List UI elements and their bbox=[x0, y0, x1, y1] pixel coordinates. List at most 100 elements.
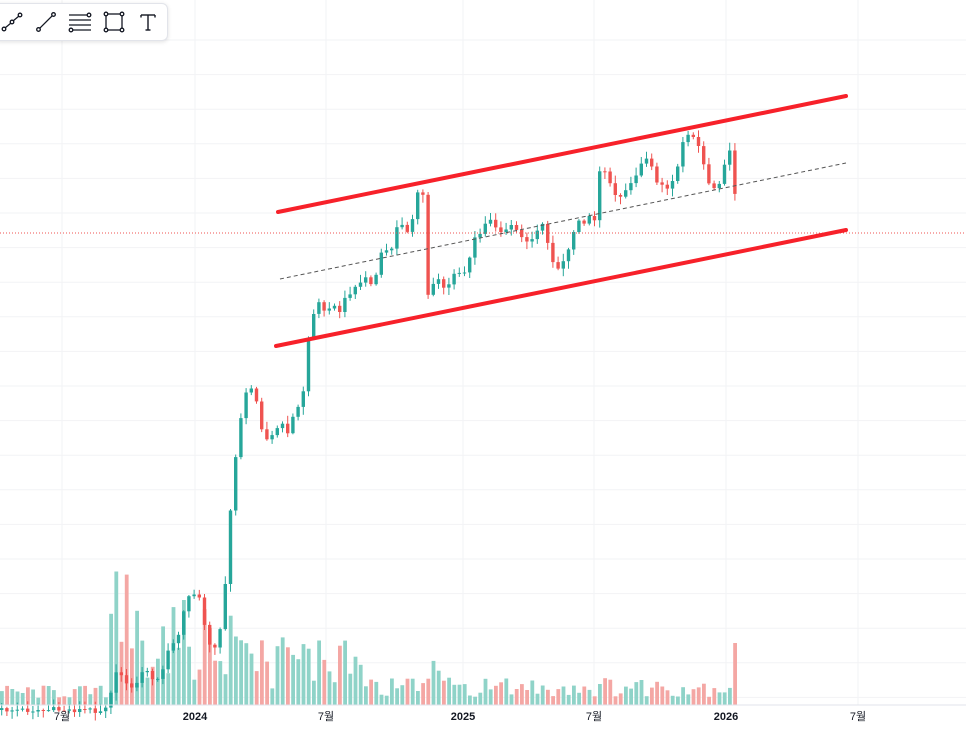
volume-bar bbox=[384, 695, 389, 705]
candle bbox=[577, 219, 581, 234]
volume-bar bbox=[603, 678, 607, 705]
candle bbox=[88, 707, 92, 714]
trend-polyline-tool[interactable] bbox=[0, 5, 29, 39]
candle bbox=[156, 677, 160, 682]
candle bbox=[483, 216, 487, 237]
candle bbox=[670, 174, 675, 197]
candle bbox=[696, 130, 701, 153]
volume-bar bbox=[52, 690, 56, 705]
volume-bar bbox=[390, 678, 394, 705]
x-tick-label: 2024 bbox=[183, 711, 208, 723]
candle bbox=[312, 309, 316, 341]
candle bbox=[171, 639, 175, 654]
volume-bar bbox=[98, 685, 103, 705]
volume-bar bbox=[374, 681, 379, 705]
volume-bar bbox=[572, 685, 576, 705]
candle bbox=[592, 211, 597, 227]
candle bbox=[41, 708, 45, 718]
rectangle-icon bbox=[103, 11, 125, 33]
volume-bar bbox=[639, 680, 644, 705]
volume-bar bbox=[26, 687, 30, 705]
candle bbox=[556, 256, 560, 271]
candle bbox=[145, 667, 149, 677]
volume-bar bbox=[358, 664, 363, 705]
candle bbox=[364, 271, 368, 287]
volume-bar bbox=[676, 696, 680, 705]
candle bbox=[140, 667, 144, 688]
candle bbox=[369, 275, 373, 287]
volume-bar bbox=[327, 671, 332, 705]
candle bbox=[280, 421, 285, 433]
volume-bar bbox=[400, 685, 405, 705]
candle bbox=[244, 388, 248, 425]
trend-line-tool[interactable] bbox=[29, 5, 63, 39]
channel-upper-line[interactable] bbox=[276, 94, 848, 214]
grid-lines bbox=[0, 0, 966, 705]
candle bbox=[353, 284, 357, 299]
candle bbox=[509, 220, 513, 236]
volume-bar bbox=[364, 686, 368, 705]
volume-bar bbox=[353, 656, 358, 705]
volume-bar bbox=[343, 640, 347, 705]
channel-lower-line[interactable] bbox=[274, 228, 848, 348]
volume-bar bbox=[582, 686, 587, 705]
candle bbox=[26, 701, 30, 715]
candle bbox=[634, 167, 638, 188]
candle bbox=[442, 276, 446, 295]
candle bbox=[78, 701, 82, 717]
volume-bar bbox=[254, 671, 259, 705]
candle bbox=[218, 627, 222, 654]
candle bbox=[462, 266, 467, 277]
trend-line-icon bbox=[36, 12, 56, 32]
volume-bar bbox=[530, 680, 535, 705]
candle bbox=[582, 219, 586, 226]
volume-bar bbox=[681, 687, 685, 705]
candle bbox=[62, 705, 66, 712]
candle bbox=[20, 706, 25, 712]
volume-bar bbox=[20, 693, 25, 705]
candle bbox=[104, 704, 108, 718]
candle bbox=[707, 157, 711, 186]
volume-bar bbox=[109, 613, 113, 705]
candle bbox=[540, 222, 545, 235]
candle bbox=[150, 668, 155, 686]
volume-bars bbox=[0, 571, 737, 705]
volume-bar bbox=[722, 692, 727, 705]
volume-bar bbox=[686, 694, 691, 705]
candle bbox=[332, 303, 337, 311]
candle bbox=[478, 228, 482, 243]
channel-midline[interactable] bbox=[279, 162, 847, 280]
candle bbox=[416, 189, 420, 225]
candle bbox=[124, 669, 129, 691]
candle bbox=[270, 430, 274, 444]
candle bbox=[109, 690, 113, 714]
candle bbox=[31, 706, 35, 720]
candle bbox=[119, 667, 123, 682]
candle bbox=[239, 413, 243, 460]
volume-bar bbox=[421, 683, 425, 705]
volume-bar bbox=[41, 685, 46, 705]
volume-bar bbox=[306, 648, 311, 705]
volume-bar bbox=[249, 653, 254, 705]
volume-bar bbox=[561, 686, 566, 705]
candle bbox=[410, 214, 415, 237]
volume-bar bbox=[462, 684, 467, 705]
candle bbox=[208, 621, 212, 653]
volume-bar bbox=[5, 685, 9, 705]
candle bbox=[686, 131, 690, 147]
candle bbox=[5, 706, 9, 716]
candle bbox=[67, 704, 71, 714]
x-tick-label: 2025 bbox=[451, 711, 475, 723]
parallel-channel[interactable] bbox=[274, 94, 848, 348]
candle bbox=[83, 701, 87, 714]
candle bbox=[265, 421, 269, 441]
volume-bar bbox=[130, 648, 134, 705]
fib-channel-tool[interactable] bbox=[63, 5, 97, 39]
candle bbox=[228, 509, 233, 592]
volume-bar bbox=[192, 679, 197, 705]
volume-bar bbox=[650, 687, 654, 705]
volume-bar bbox=[442, 680, 446, 705]
text-tool[interactable] bbox=[131, 5, 165, 39]
rectangle-tool[interactable] bbox=[97, 5, 131, 39]
